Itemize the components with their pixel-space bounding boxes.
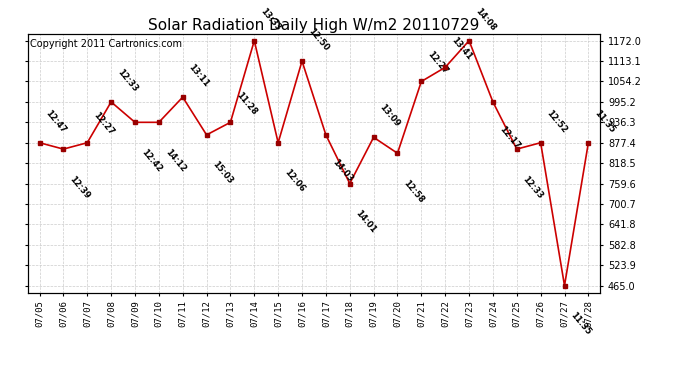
Text: 13:11: 13:11 <box>187 63 211 89</box>
Title: Solar Radiation Daily High W/m2 20110729: Solar Radiation Daily High W/m2 20110729 <box>148 18 480 33</box>
Text: 12:27: 12:27 <box>91 111 115 137</box>
Text: 14:12: 14:12 <box>163 147 187 174</box>
Text: 14:03: 14:03 <box>330 157 354 183</box>
Text: 11:35: 11:35 <box>593 108 617 134</box>
Text: 11:35: 11:35 <box>569 310 593 337</box>
Text: 12:52: 12:52 <box>545 108 569 134</box>
Text: Copyright 2011 Cartronics.com: Copyright 2011 Cartronics.com <box>30 39 182 49</box>
Text: 12:17: 12:17 <box>497 124 521 150</box>
Text: 14:08: 14:08 <box>473 6 497 32</box>
Text: 14:01: 14:01 <box>354 209 378 235</box>
Text: 12:27: 12:27 <box>426 50 450 76</box>
Text: 12:58: 12:58 <box>402 178 426 204</box>
Text: 12:06: 12:06 <box>282 168 306 194</box>
Text: 11:28: 11:28 <box>235 90 259 117</box>
Text: 12:33: 12:33 <box>521 174 545 200</box>
Text: 12:39: 12:39 <box>68 174 92 200</box>
Text: 13:41: 13:41 <box>449 36 473 62</box>
Text: 15:03: 15:03 <box>210 160 235 186</box>
Text: 13:33: 13:33 <box>259 6 282 32</box>
Text: 12:33: 12:33 <box>115 68 139 94</box>
Text: 12:47: 12:47 <box>43 108 68 134</box>
Text: 12:42: 12:42 <box>139 147 164 174</box>
Text: 13:09: 13:09 <box>377 103 402 129</box>
Text: 12:50: 12:50 <box>306 27 331 53</box>
